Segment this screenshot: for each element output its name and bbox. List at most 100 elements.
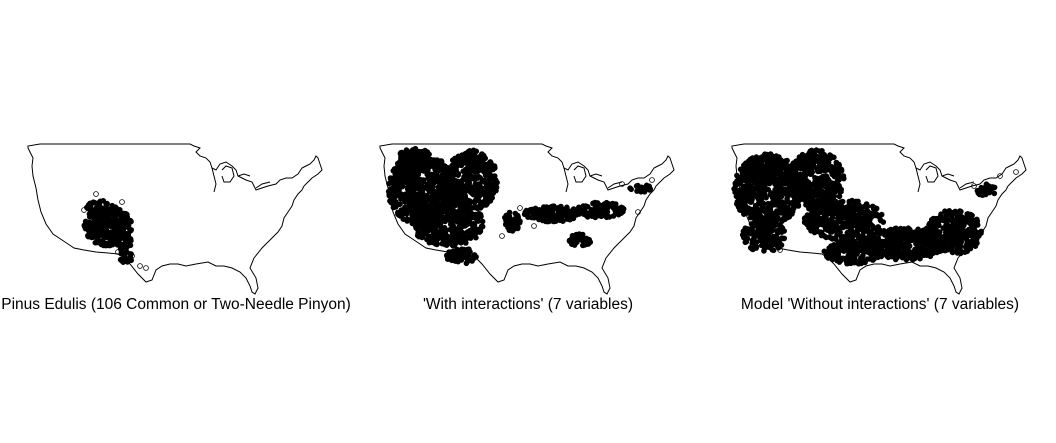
occurrence-point	[419, 165, 425, 172]
occurrence-point	[953, 231, 960, 237]
lake-shoreline	[237, 173, 251, 177]
occurrence-point	[407, 202, 414, 208]
occurrence-point	[849, 245, 855, 252]
occurrence-point	[978, 184, 985, 191]
occurrence-point	[945, 227, 952, 234]
occurrence-point	[852, 255, 858, 262]
occurrence-point	[768, 210, 775, 216]
occurrence-point	[740, 183, 747, 190]
occurrence-point	[89, 208, 95, 215]
occurrence-point	[740, 205, 747, 212]
occurrence-point	[399, 149, 405, 156]
occurrence-point	[486, 160, 492, 167]
occurrence-point	[868, 214, 875, 221]
occurrence-point	[773, 228, 780, 234]
occurrence-point	[952, 241, 959, 247]
occurrence-point	[390, 178, 397, 184]
occurrence-point	[499, 233, 505, 239]
occurrence-point	[777, 247, 783, 253]
occurrence-point	[747, 199, 754, 205]
occurrence-point	[810, 219, 816, 225]
occurrence-point	[864, 245, 871, 252]
occurrence-point	[804, 212, 811, 218]
occurrence-point	[812, 224, 819, 231]
occurrence-point	[92, 229, 98, 235]
occurrence-point	[904, 240, 911, 246]
occurrence-point	[441, 200, 447, 206]
occurrence-point	[779, 235, 785, 241]
occurrence-point	[828, 182, 834, 188]
occurrence-point	[829, 210, 836, 216]
occurrence-point	[745, 186, 751, 193]
prediction-points	[385, 145, 655, 267]
occurrence-point	[451, 160, 458, 167]
occurrence-point	[427, 179, 434, 186]
occurrence-point	[823, 178, 829, 185]
occurrence-point	[755, 201, 762, 207]
occurrence-point	[971, 183, 977, 189]
occurrence-point	[627, 185, 633, 191]
occurrence-point	[467, 150, 474, 157]
occurrence-point	[426, 160, 432, 167]
occurrence-point	[634, 182, 641, 189]
occurrence-point	[404, 160, 411, 167]
occurrence-point	[967, 245, 974, 252]
occurrence-point	[974, 218, 981, 224]
occurrence-point	[892, 240, 899, 246]
occurrence-point	[915, 226, 921, 233]
occurrence-point	[483, 202, 489, 208]
occurrence-point	[463, 203, 470, 209]
occurrence-point	[407, 187, 414, 193]
lake-shoreline	[563, 167, 569, 193]
occurrence-point	[516, 219, 523, 226]
occurrence-point	[814, 203, 820, 210]
occurrence-point	[461, 185, 467, 191]
lake-shoreline	[925, 165, 939, 183]
occurrence-point	[413, 177, 420, 183]
lake-shoreline	[959, 181, 975, 189]
occurrence-point	[791, 161, 797, 168]
occurrence-point	[808, 228, 814, 234]
occurrence-point	[454, 246, 461, 253]
occurrence-point	[454, 200, 461, 206]
occurrence-point	[128, 237, 134, 244]
occurrence-point	[465, 164, 471, 170]
occurrence-point	[968, 226, 974, 233]
occurrence-point	[962, 218, 969, 225]
occurrence-point	[780, 210, 786, 216]
occurrence-point	[94, 238, 101, 244]
occurrence-point	[574, 234, 581, 240]
occurrence-point	[778, 242, 785, 248]
occurrence-point	[427, 239, 434, 245]
occurrence-point	[886, 229, 893, 236]
occurrence-point	[81, 207, 87, 213]
occurrence-point	[767, 169, 774, 176]
occurrence-point	[861, 211, 867, 217]
occurrence-point	[115, 249, 121, 255]
occurrence-point	[94, 209, 101, 215]
occurrence-point	[452, 236, 458, 243]
occurrence-point	[964, 239, 971, 245]
occurrence-point	[104, 200, 110, 207]
occurrence-point	[932, 221, 939, 228]
occurrence-point	[744, 171, 751, 178]
occurrence-point	[397, 159, 403, 165]
occurrence-point	[606, 202, 613, 208]
occurrence-point	[759, 193, 765, 200]
occurrence-point	[786, 184, 792, 191]
occurrence-point	[125, 222, 132, 229]
occurrence-point	[531, 223, 537, 229]
occurrence-point	[449, 248, 456, 255]
occurrence-point	[740, 162, 747, 169]
occurrence-point	[91, 234, 97, 240]
occurrence-point	[786, 169, 793, 175]
occurrence-point	[840, 224, 846, 231]
occurrence-point	[475, 218, 481, 224]
occurrence-point	[425, 227, 432, 234]
occurrence-point	[592, 204, 599, 211]
occurrence-point	[452, 231, 459, 238]
occurrence-point	[513, 217, 519, 223]
occurrence-point	[982, 191, 989, 198]
occurrence-point	[869, 234, 875, 240]
occurrence-point	[900, 250, 906, 256]
